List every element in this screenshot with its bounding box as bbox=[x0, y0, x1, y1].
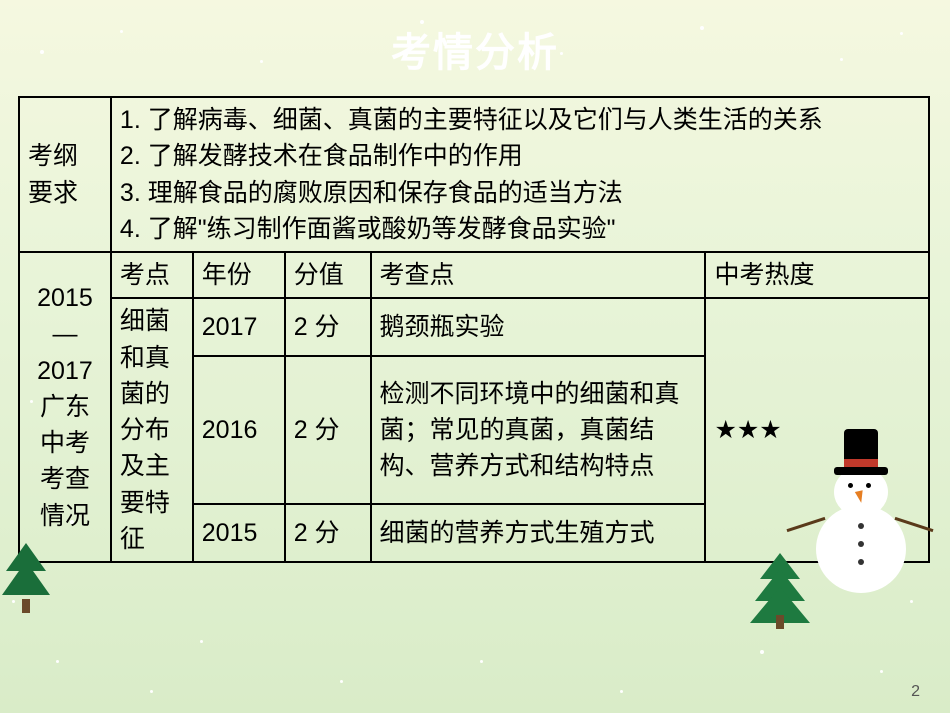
tree-right-icon bbox=[760, 553, 800, 629]
page-title: 考情分析 bbox=[0, 0, 950, 96]
analysis-table: 考纲要求 1. 了解病毒、细菌、真菌的主要特征以及它们与人类生活的关系2. 了解… bbox=[18, 96, 930, 563]
point-cell: 鹅颈瓶实验 bbox=[371, 298, 706, 356]
table-row-headers: 2015—2017广东中考考查情况 考点 年份 分值 考查点 中考热度 bbox=[19, 252, 929, 298]
score-cell: 2 分 bbox=[285, 504, 371, 562]
requirements-cell: 1. 了解病毒、细菌、真菌的主要特征以及它们与人类生活的关系2. 了解发酵技术在… bbox=[111, 97, 929, 252]
table-row: 细菌和真菌的分布及主要特征 2017 2 分 鹅颈瓶实验 ★★★ bbox=[19, 298, 929, 356]
point-cell: 细菌的营养方式生殖方式 bbox=[371, 504, 706, 562]
score-cell: 2 分 bbox=[285, 356, 371, 504]
header-score: 分值 bbox=[285, 252, 371, 298]
header-heat: 中考热度 bbox=[705, 252, 929, 298]
label-period: 2015—2017广东中考考查情况 bbox=[19, 252, 111, 562]
year-cell: 2015 bbox=[193, 504, 285, 562]
header-point: 考查点 bbox=[371, 252, 706, 298]
point-cell: 检测不同环境中的细菌和真菌；常见的真菌，真菌结构、营养方式和结构特点 bbox=[371, 356, 706, 504]
score-cell: 2 分 bbox=[285, 298, 371, 356]
heat-cell: ★★★ bbox=[705, 298, 929, 562]
header-year: 年份 bbox=[193, 252, 285, 298]
table-row-requirements: 考纲要求 1. 了解病毒、细菌、真菌的主要特征以及它们与人类生活的关系2. 了解… bbox=[19, 97, 929, 252]
label-syllabus: 考纲要求 bbox=[19, 97, 111, 252]
topic-cell: 细菌和真菌的分布及主要特征 bbox=[111, 298, 193, 562]
tree-left-icon bbox=[6, 543, 46, 613]
year-cell: 2017 bbox=[193, 298, 285, 356]
page-number: 2 bbox=[911, 683, 920, 701]
header-topic: 考点 bbox=[111, 252, 193, 298]
year-cell: 2016 bbox=[193, 356, 285, 504]
